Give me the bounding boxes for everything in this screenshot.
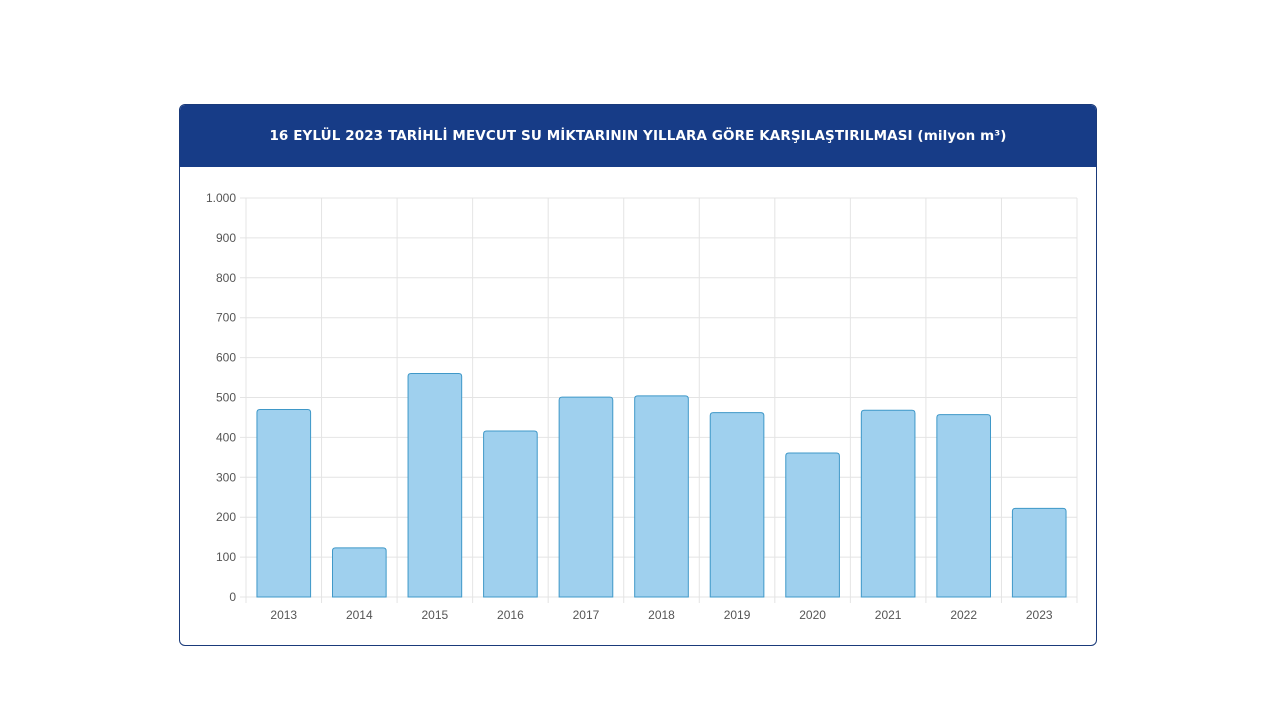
y-tick-label: 0	[229, 590, 236, 604]
bar-2019	[709, 412, 765, 598]
y-tick-label: 500	[216, 391, 236, 405]
bar-2015	[407, 373, 463, 598]
y-tick-label: 100	[216, 550, 236, 564]
x-tick-label: 2015	[422, 608, 449, 622]
bar-2020	[785, 452, 840, 598]
y-tick-label: 900	[216, 231, 236, 245]
bar-2023	[1011, 507, 1067, 598]
chart-card: 16 EYLÜL 2023 TARİHLİ MEVCUT SU MİKTARIN…	[179, 104, 1097, 646]
y-tick-label: 800	[216, 271, 236, 285]
x-tick-label: 2016	[497, 608, 524, 622]
x-tick-label: 2020	[799, 608, 826, 622]
x-tick-label: 2013	[270, 608, 297, 622]
bar-2018	[634, 395, 689, 598]
x-tick-label: 2014	[346, 608, 373, 622]
y-tick-label: 400	[216, 430, 236, 444]
y-tick-label: 200	[216, 510, 236, 524]
x-tick-label: 2023	[1026, 608, 1053, 622]
bar-2016	[483, 430, 538, 598]
x-tick-label: 2017	[573, 608, 600, 622]
axes: 0 100 200 300 400 500 600 700 800 900 1.000 2013 201…	[206, 191, 1053, 622]
y-tick-label: 600	[216, 351, 236, 365]
y-tick-label: 1.000	[206, 191, 236, 205]
grid-lines	[240, 197, 1078, 603]
x-tick-label: 2021	[875, 608, 902, 622]
x-tick-label: 2018	[648, 608, 675, 622]
bar-2014	[332, 547, 387, 598]
y-tick-label: 300	[216, 470, 236, 484]
bar-2017	[558, 396, 614, 598]
y-tick-label: 700	[216, 311, 236, 325]
x-tick-label: 2022	[950, 608, 977, 622]
chart-title: 16 EYLÜL 2023 TARİHLİ MEVCUT SU MİKTARIN…	[269, 128, 1007, 144]
bars	[256, 373, 1067, 598]
x-tick-label: 2019	[724, 608, 751, 622]
bar-2021	[860, 409, 916, 598]
bar-chart: 0 100 200 300 400 500 600 700 800 900 1.000 2013 201…	[206, 191, 1078, 622]
chart-header: 16 EYLÜL 2023 TARİHLİ MEVCUT SU MİKTARIN…	[180, 105, 1096, 167]
bar-2022	[936, 414, 991, 598]
bar-2013	[256, 408, 312, 598]
chart-area: 0 100 200 300 400 500 600 700 800 900 1.000 2013 201…	[180, 167, 1096, 645]
